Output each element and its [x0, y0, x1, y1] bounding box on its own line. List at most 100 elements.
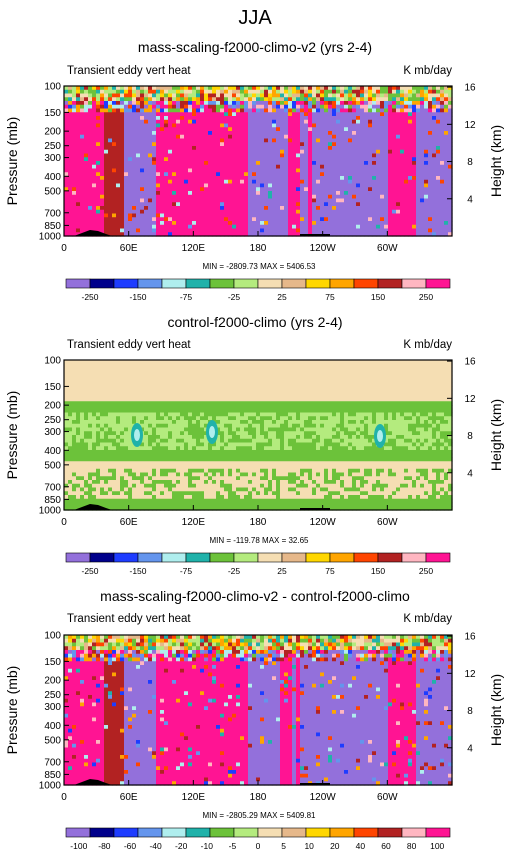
field-cell: [168, 97, 173, 102]
field-cell: [336, 134, 341, 140]
field-cell: [140, 157, 145, 162]
field-cell: [380, 112, 385, 117]
field-cell: [420, 112, 425, 117]
field-cell: [356, 209, 361, 215]
field-cell: [300, 153, 305, 158]
field-cell: [152, 393, 157, 399]
field-cell: [164, 487, 169, 492]
field-cell: [292, 142, 297, 147]
field-cell: [352, 146, 357, 151]
field-cell: [112, 491, 117, 496]
field-cell: [104, 89, 109, 95]
field-cell: [240, 101, 245, 106]
field-cell: [416, 172, 421, 177]
field-cell: [160, 157, 165, 162]
field-cell: [140, 202, 145, 207]
field-cell: [316, 157, 321, 162]
field-cell: [440, 138, 445, 143]
field-cell: [124, 202, 129, 207]
field-cell: [132, 217, 137, 222]
field-cell: [260, 104, 265, 110]
field-cell: [140, 360, 145, 365]
field-cell: [384, 164, 389, 170]
field-cell: [164, 476, 169, 481]
field-cell: [276, 191, 281, 196]
field-cell: [196, 172, 201, 177]
field-cell: [156, 142, 161, 147]
field-cell: [128, 134, 133, 140]
field-cell: [380, 172, 385, 177]
field-cell: [112, 502, 117, 507]
field-cell: [236, 164, 241, 170]
field-cell: [184, 164, 189, 170]
field-cell: [320, 146, 325, 151]
field-cell: [68, 164, 73, 170]
field-cell: [124, 442, 129, 447]
field-cell: [240, 209, 245, 215]
field-cell: [400, 213, 405, 218]
field-cell: [148, 127, 153, 132]
field-cell: [420, 142, 425, 147]
field-cell: [88, 86, 93, 91]
field-cell: [68, 97, 73, 102]
field-cell: [400, 228, 405, 233]
field-cell: [128, 198, 133, 203]
field-cell: [124, 502, 129, 507]
field-cell: [192, 168, 197, 173]
field-cell: [136, 179, 141, 185]
field-cell: [412, 194, 417, 200]
field-cell: [88, 217, 93, 222]
field-cell: [96, 131, 101, 136]
field-cell: [140, 442, 145, 447]
field-cell: [156, 101, 161, 106]
field-cell: [200, 112, 205, 117]
field-cell: [224, 146, 229, 151]
field-cell: [240, 183, 245, 188]
field-cell: [184, 206, 189, 211]
field-cell: [268, 157, 273, 162]
field-cell: [360, 97, 365, 102]
field-cell: [284, 93, 289, 98]
field-cell: [364, 153, 369, 158]
panel-units-label: K mb/day: [403, 65, 452, 77]
field-cell: [188, 194, 193, 200]
field-cell: [448, 187, 453, 192]
field-cell: [388, 108, 393, 113]
field-cell: [364, 183, 369, 188]
field-cell: [288, 161, 293, 166]
field-cell: [276, 198, 281, 203]
field-cell: [168, 224, 173, 230]
field-cell: [92, 161, 97, 166]
field-cell: [64, 221, 69, 226]
field-cell: [196, 142, 201, 147]
colorbar-swatch: [257, 278, 283, 289]
field-cell: [128, 108, 133, 113]
field-cell: [376, 228, 381, 233]
field-cell: [244, 168, 249, 173]
field-cell: [148, 360, 153, 365]
field-cell: [388, 134, 393, 140]
field-cell: [328, 161, 333, 166]
field-cell: [76, 112, 81, 117]
field-cell: [428, 108, 433, 113]
field-cell: [176, 164, 181, 170]
field-cell: [148, 420, 153, 425]
field-cell: [248, 164, 253, 170]
field-cell: [92, 427, 97, 432]
field-cell: [300, 217, 305, 222]
field-cell: [348, 187, 353, 192]
field-cell: [284, 138, 289, 143]
field-cell: [252, 86, 257, 91]
field-cell: [80, 179, 85, 185]
field-cell: [164, 378, 169, 384]
field-cell: [84, 461, 89, 466]
field-cell: [164, 375, 169, 380]
field-cell: [84, 480, 89, 485]
field-cell: [100, 408, 105, 414]
field-cell: [76, 191, 81, 196]
field-cell: [76, 465, 81, 470]
field-cell: [444, 153, 449, 158]
field-cell: [288, 198, 293, 203]
field-cell: [440, 123, 445, 128]
field-cell: [116, 491, 121, 496]
